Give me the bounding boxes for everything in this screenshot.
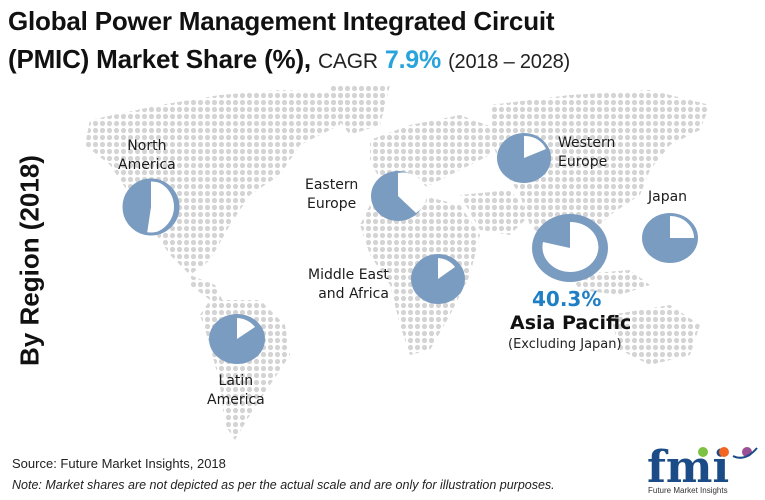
note-text: Note: Market shares are not depicted as … [12,478,555,492]
pie-latin-america [209,314,265,364]
pie-japan [642,213,698,263]
label-japan: Japan [648,189,688,205]
asia-pacific-value: 40.3% [532,287,602,311]
cagr-label: CAGR [317,50,378,73]
label-north-america: North America [118,138,176,173]
pie-eastern-europe [371,171,426,221]
pie-western-europe [497,133,551,183]
source-text: Source: Future Market Insights, 2018 [12,456,226,471]
asia-pacific-sublabel: (Excluding Japan) [508,337,622,352]
pie-north-america [122,178,180,236]
chart-title: Global Power Management Integrated Circu… [8,2,765,81]
pie-asia-pacific [532,214,608,282]
asia-pacific-label: Asia Pacific [510,312,632,334]
title-line-2: (PMIC) Market Share (%), CAGR 7.9% (2018… [8,40,765,81]
label-western-europe: Western Europe [558,135,616,170]
fmi-logo: fmi [647,442,758,493]
label-eastern-europe: Eastern Europe [305,177,359,212]
title-line-1: Global Power Management Integrated Circu… [8,6,555,36]
label-latin-america: Latin America [207,373,265,408]
cagr-value: 7.9% [384,46,442,74]
pie-middle-east-africa [411,254,465,304]
logo-subtitle: Future Market Insights [648,486,728,495]
logo-text: fmi [647,442,729,493]
title-main: (PMIC) Market Share (%), [8,44,311,74]
cagr-period: (2018 – 2028) [448,51,571,73]
side-axis-label: By Region (2018) [14,155,45,366]
label-middle-east-africa: Middle East and Africa [308,267,389,302]
